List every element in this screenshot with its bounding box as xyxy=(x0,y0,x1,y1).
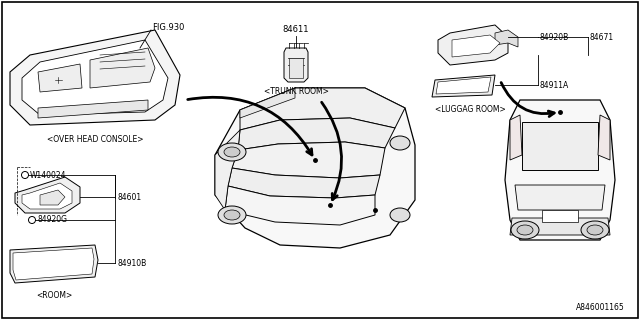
Polygon shape xyxy=(598,115,610,160)
Ellipse shape xyxy=(581,221,609,239)
FancyArrowPatch shape xyxy=(501,83,554,116)
Polygon shape xyxy=(510,115,522,160)
Ellipse shape xyxy=(511,221,539,239)
Bar xyxy=(542,210,578,222)
Text: 84911A: 84911A xyxy=(540,81,569,90)
Ellipse shape xyxy=(224,210,240,220)
FancyArrowPatch shape xyxy=(322,102,342,200)
Text: <ROOM>: <ROOM> xyxy=(36,291,72,300)
Ellipse shape xyxy=(390,208,410,222)
Text: 84910B: 84910B xyxy=(117,259,147,268)
Polygon shape xyxy=(215,130,240,210)
Text: W140024: W140024 xyxy=(30,171,67,180)
Polygon shape xyxy=(15,177,80,213)
Circle shape xyxy=(29,217,35,223)
Polygon shape xyxy=(228,168,380,198)
Ellipse shape xyxy=(587,225,603,235)
Polygon shape xyxy=(232,142,385,178)
FancyArrowPatch shape xyxy=(188,97,312,155)
Polygon shape xyxy=(240,88,405,130)
Text: 84920G: 84920G xyxy=(37,215,67,225)
Circle shape xyxy=(53,75,63,85)
Ellipse shape xyxy=(390,136,410,150)
Text: <OVER HEAD CONSOLE>: <OVER HEAD CONSOLE> xyxy=(47,135,143,145)
Text: 84611: 84611 xyxy=(283,26,309,35)
Polygon shape xyxy=(240,88,295,118)
Ellipse shape xyxy=(218,206,246,224)
Polygon shape xyxy=(515,185,605,210)
Polygon shape xyxy=(452,35,500,57)
Polygon shape xyxy=(22,40,168,115)
Polygon shape xyxy=(284,48,308,82)
Text: <LUGGAG ROOM>: <LUGGAG ROOM> xyxy=(435,106,506,115)
Polygon shape xyxy=(510,218,610,235)
Text: FIG.930: FIG.930 xyxy=(152,23,184,33)
Polygon shape xyxy=(522,122,598,170)
Text: 84671: 84671 xyxy=(590,33,614,42)
Polygon shape xyxy=(22,183,72,209)
Polygon shape xyxy=(432,75,495,97)
Ellipse shape xyxy=(218,143,246,161)
Polygon shape xyxy=(38,100,148,118)
Polygon shape xyxy=(438,25,508,65)
Polygon shape xyxy=(215,88,415,248)
Text: 84920B: 84920B xyxy=(540,33,569,42)
Polygon shape xyxy=(495,30,518,47)
Circle shape xyxy=(22,172,29,179)
Polygon shape xyxy=(38,64,82,92)
Polygon shape xyxy=(13,248,94,280)
Ellipse shape xyxy=(224,147,240,157)
Polygon shape xyxy=(10,30,180,125)
Ellipse shape xyxy=(517,225,533,235)
Polygon shape xyxy=(40,190,65,205)
Polygon shape xyxy=(10,245,98,283)
Text: A846001165: A846001165 xyxy=(576,303,625,313)
Text: <TRUNK ROOM>: <TRUNK ROOM> xyxy=(264,87,328,97)
Polygon shape xyxy=(505,100,615,240)
Text: 84601: 84601 xyxy=(117,193,141,202)
Polygon shape xyxy=(238,118,395,150)
Polygon shape xyxy=(436,77,491,94)
Polygon shape xyxy=(90,48,155,88)
Polygon shape xyxy=(289,58,303,78)
Polygon shape xyxy=(225,186,375,225)
